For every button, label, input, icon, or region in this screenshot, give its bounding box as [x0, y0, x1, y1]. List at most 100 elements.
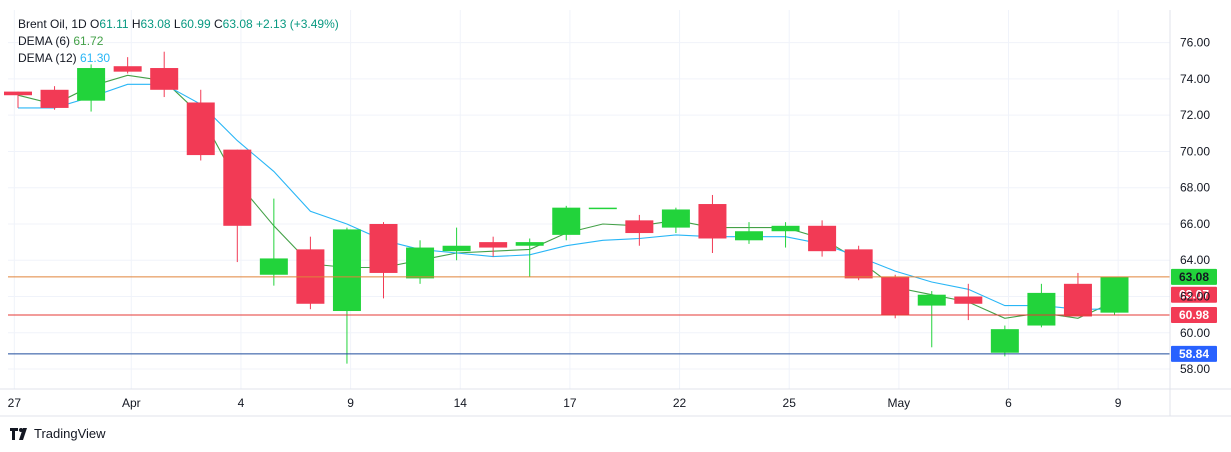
candle-body: [77, 68, 106, 101]
candle: [4, 91, 32, 108]
candle: [588, 207, 617, 210]
x-tick-label: 14: [454, 396, 468, 410]
dema-lines: [17, 74, 1115, 319]
candle-body: [990, 329, 1019, 353]
candle: [1027, 283, 1056, 328]
price-badge-label: 58.84: [1179, 347, 1209, 361]
y-tick-label: 66.00: [1180, 217, 1210, 231]
candle-body: [4, 91, 32, 96]
candle-body: [332, 229, 361, 312]
candle: [881, 274, 910, 319]
dema12-row[interactable]: DEMA (12) 61.30: [18, 50, 339, 67]
candle: [77, 64, 106, 112]
candle: [186, 89, 215, 161]
candle-body: [479, 242, 508, 248]
candle: [917, 291, 946, 348]
price-badge-bg: [1171, 307, 1217, 324]
candle: [661, 207, 690, 234]
price-badge-bg: [1171, 345, 1217, 362]
candle-body: [698, 204, 727, 239]
candle-body: [881, 276, 910, 315]
chart-legend: Brent Oil, 1D O61.11 H63.08 L60.99 C63.0…: [18, 16, 339, 67]
candle: [113, 57, 142, 74]
candle-body: [223, 149, 252, 226]
y-tick-label: 70.00: [1180, 144, 1210, 158]
candle: [259, 198, 288, 286]
open-label: O: [90, 17, 100, 31]
price-lines: 63.08 63.07 60.98 58.84: [8, 268, 1217, 362]
candle: [771, 222, 800, 248]
candle-body: [40, 89, 69, 108]
candle: [479, 236, 508, 257]
candle-body: [844, 249, 873, 279]
close-value: 63.08: [222, 17, 253, 31]
interval[interactable]: 1D: [71, 17, 87, 31]
candle: [735, 222, 763, 244]
candle: [332, 227, 361, 364]
y-tick-label: 76.00: [1180, 36, 1210, 50]
candle-body: [406, 247, 435, 279]
change-value: +2.13 (+3.49%): [256, 17, 339, 31]
brand-name: TradingView: [34, 426, 106, 441]
dema6-line: [17, 74, 1115, 319]
high-value: 63.08: [140, 17, 171, 31]
x-tick-label: Apr: [122, 396, 141, 410]
price-badge-bg: [1171, 268, 1217, 285]
ohlc-row: Brent Oil, 1D O61.11 H63.08 L60.99 C63.0…: [18, 17, 339, 31]
price-badge-label: 60.98: [1179, 308, 1209, 322]
close-label: C: [213, 17, 223, 31]
x-tick-label: 27: [8, 396, 22, 410]
candle-body: [1027, 292, 1056, 326]
dema6-row[interactable]: DEMA (6) 61.72: [18, 33, 339, 50]
candle-body: [113, 66, 142, 72]
dema12-label: DEMA (12): [18, 51, 77, 65]
symbol-name[interactable]: Brent Oil: [18, 17, 65, 31]
candle-body: [771, 225, 800, 232]
candle: [150, 51, 179, 98]
candle: [698, 194, 727, 253]
candle-body: [186, 102, 215, 156]
y-tick-label: 60.00: [1180, 326, 1210, 340]
high-label: H: [131, 17, 141, 31]
price-badge: 63.08: [1171, 268, 1217, 285]
x-tick-label: 25: [783, 396, 797, 410]
dema12-value: 61.30: [80, 51, 111, 65]
x-tick-label: 9: [347, 396, 354, 410]
x-tick-label: 4: [238, 396, 245, 410]
axes: 76.00 74.00 72.00 70.00 68.00 66.00 64.00 62.00…: [0, 10, 1231, 417]
y-tick-label: 68.00: [1180, 181, 1210, 195]
candle-body: [954, 296, 983, 304]
candle: [515, 238, 544, 277]
x-tick-label: May: [888, 396, 911, 410]
candle-body: [808, 225, 837, 252]
candle-body: [1100, 276, 1129, 313]
open-value: 61.11: [99, 17, 129, 31]
candle: [990, 325, 1019, 357]
candle-body: [625, 220, 654, 234]
candle: [1100, 276, 1129, 315]
candle-body: [259, 258, 288, 275]
price-badge: 63.07: [1171, 286, 1217, 303]
candle: [296, 236, 325, 310]
candle-body: [442, 245, 471, 252]
y-tick-label: 74.00: [1180, 72, 1210, 86]
candle-body: [150, 68, 179, 90]
y-tick-label: 64.00: [1180, 253, 1210, 267]
price-badge-bg: [1171, 286, 1217, 303]
dema12-line: [18, 83, 1115, 310]
x-tick-label: 9: [1115, 396, 1122, 410]
candle-body: [1063, 283, 1092, 317]
candle: [40, 86, 69, 110]
y-tick-label: 72.00: [1180, 108, 1210, 122]
candle: [552, 205, 581, 241]
low-label: L: [173, 17, 181, 31]
brand[interactable]: TradingView: [10, 426, 106, 441]
price-badge-label: 63.08: [1179, 270, 1209, 284]
y-tick-label: 62.00: [1180, 290, 1210, 304]
candle-body: [917, 294, 946, 306]
x-tick-label: 6: [1005, 396, 1012, 410]
price-badge: 60.98: [1171, 307, 1217, 324]
candle-body: [588, 207, 617, 210]
price-badge: 58.84: [1171, 345, 1217, 362]
